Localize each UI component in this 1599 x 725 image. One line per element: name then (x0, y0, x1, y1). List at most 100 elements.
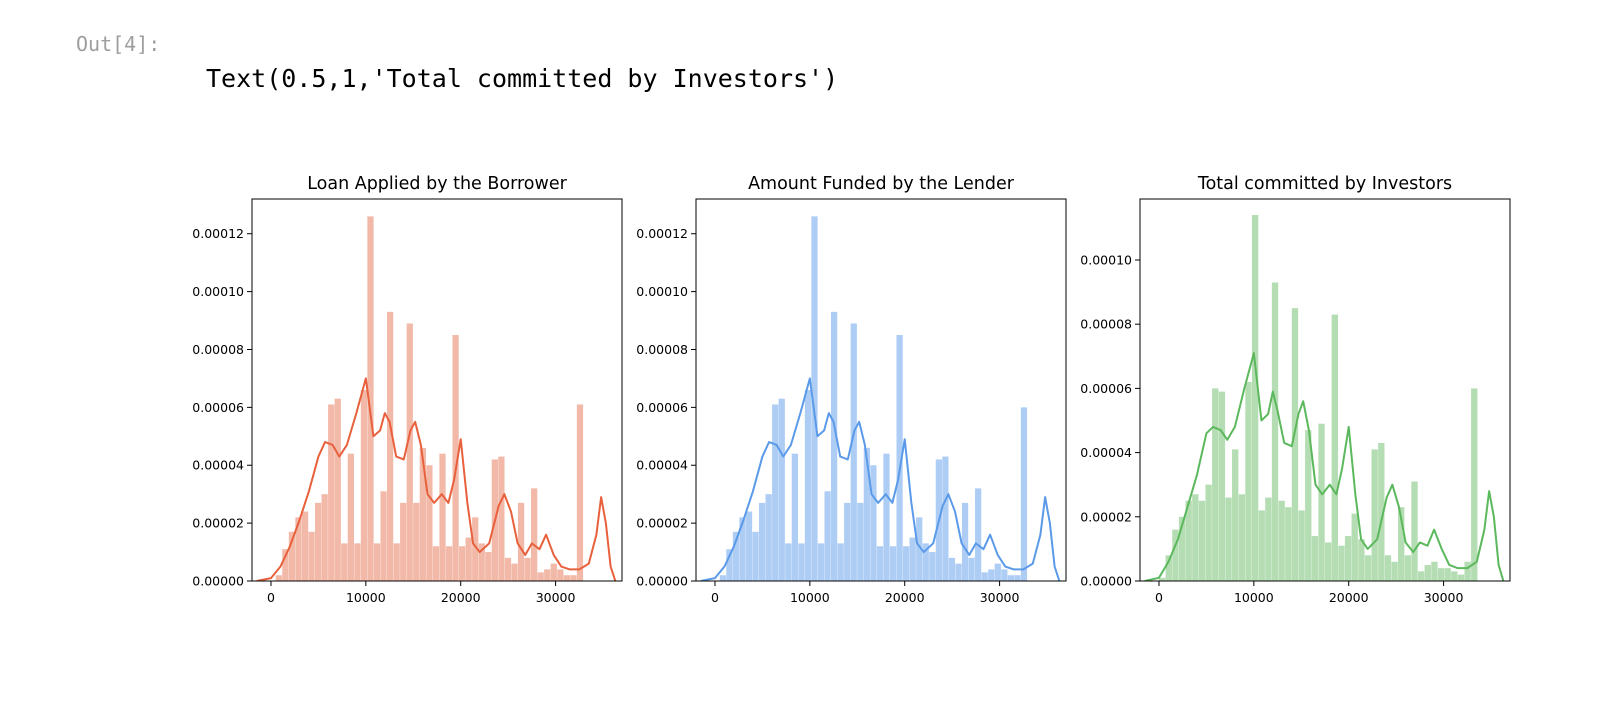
histogram-bar (452, 335, 459, 581)
histogram-bar (968, 557, 975, 581)
x-tick-label: 10000 (346, 590, 386, 605)
histogram-bar (948, 557, 956, 581)
histogram-bar (504, 557, 512, 581)
histogram-bar (863, 447, 870, 581)
histogram-bar (955, 563, 962, 581)
histogram-bar (804, 390, 812, 581)
histogram-bar (961, 502, 969, 581)
histogram-bar (1391, 561, 1398, 581)
histogram-bar (831, 311, 838, 581)
output-text: Text(0.5,1,'Total committed by Investors… (206, 64, 839, 93)
histogram-bar (485, 552, 492, 581)
histogram-bar (726, 549, 733, 581)
histogram-bar (1404, 555, 1412, 581)
histogram-bar (1007, 575, 1014, 581)
histogram-bar (400, 502, 407, 581)
histogram-bar (837, 543, 844, 581)
histogram-bar (1318, 423, 1325, 581)
chart-title: Total committed by Investors (1197, 174, 1452, 194)
chart-title: Loan Applied by the Borrower (307, 174, 567, 194)
histogram-bar (1411, 481, 1418, 581)
histogram-bar (909, 537, 916, 581)
histogram-bar (1311, 536, 1319, 581)
histogram-bar (745, 511, 753, 581)
histogram-bar (903, 546, 910, 581)
histogram-bar (334, 398, 341, 581)
y-tick-label: 0.00000 (1080, 574, 1132, 589)
y-tick-label: 0.00006 (1080, 381, 1132, 396)
histogram-bar (1457, 574, 1465, 581)
y-tick-label: 0.00002 (636, 516, 688, 531)
chart-panel-1: 0 10000 20000 30000 0.00000 0.00002 0.00004 0.0… (192, 174, 623, 605)
histogram-bar (570, 575, 577, 581)
histogram-bar (1001, 569, 1008, 581)
x-tick-label: 30000 (1424, 590, 1464, 605)
histogram-bar (314, 502, 322, 581)
histogram-bar (1351, 513, 1358, 581)
x-tick-label: 0 (1155, 590, 1163, 605)
histogram-bar (1212, 388, 1219, 581)
histogram-bar (778, 398, 785, 581)
histogram-bar (844, 502, 851, 581)
histogram-bar (1371, 449, 1378, 581)
y-tick-label: 0.00008 (636, 342, 688, 357)
histogram-bar (876, 546, 884, 581)
histogram-bar (550, 563, 557, 581)
histogram-bar (1185, 500, 1192, 581)
histogram-bar (988, 569, 995, 581)
histogram-bar (1218, 391, 1226, 581)
histogram-bar (1192, 494, 1199, 581)
histogram-bar (576, 404, 584, 581)
x-tick-label: 10000 (790, 590, 830, 605)
histogram-bar (1338, 545, 1345, 581)
histogram-bar (1431, 561, 1438, 581)
histogram-bar (1014, 575, 1021, 581)
axes-frame (251, 198, 623, 582)
histogram-bar (916, 517, 923, 581)
histogram-bar (367, 216, 374, 581)
chart-panel-3: 0 10000 20000 30000 0.00000 0.00002 0.00004 0.0… (1080, 174, 1511, 605)
y-tick-label: 0.00010 (1080, 252, 1132, 267)
histogram-bar (850, 323, 857, 581)
histogram-bar (1331, 314, 1338, 581)
histogram-bar (1198, 500, 1206, 581)
histogram-bar (732, 531, 740, 581)
histogram-bar (301, 511, 309, 581)
histogram-bar (445, 546, 453, 581)
histogram-bar (1020, 407, 1028, 581)
histogram-bar (1225, 497, 1232, 581)
histogram-bar (321, 494, 328, 581)
histogram-bar (295, 517, 302, 581)
histogram-bar (354, 543, 361, 581)
y-tick-label: 0.00004 (1080, 445, 1132, 460)
histogram-bar (282, 549, 289, 581)
x-tick-label: 0 (711, 590, 719, 605)
histogram-bar (857, 502, 864, 581)
kde-line (256, 377, 617, 581)
histogram-bar (942, 456, 949, 581)
histogram-bar (1325, 542, 1332, 581)
y-tick-label: 0.00000 (636, 574, 688, 589)
histogram-bar (824, 491, 831, 581)
histogram-bar (1305, 430, 1312, 581)
histogram-bar (1417, 571, 1425, 581)
x-tick-label: 10000 (1234, 590, 1274, 605)
histogram-bar (275, 575, 282, 581)
histogram-bar (896, 335, 903, 581)
histogram-bar (341, 543, 348, 581)
histogram-bar (459, 546, 466, 581)
histogram-bar (1165, 555, 1172, 581)
y-tick-label: 0.00006 (636, 400, 688, 415)
kde-line (700, 377, 1061, 581)
histogram-bar (785, 543, 792, 581)
histogram-bar (308, 531, 315, 581)
histogram-bar (1424, 564, 1431, 581)
histogram-bar (772, 404, 779, 581)
histogram-bar (1464, 561, 1471, 581)
histogram-bar (544, 569, 551, 581)
histogram-bar (791, 453, 798, 581)
histogram-bar (347, 453, 354, 581)
histogram-bar (981, 572, 988, 581)
histogram-bar (531, 488, 538, 581)
